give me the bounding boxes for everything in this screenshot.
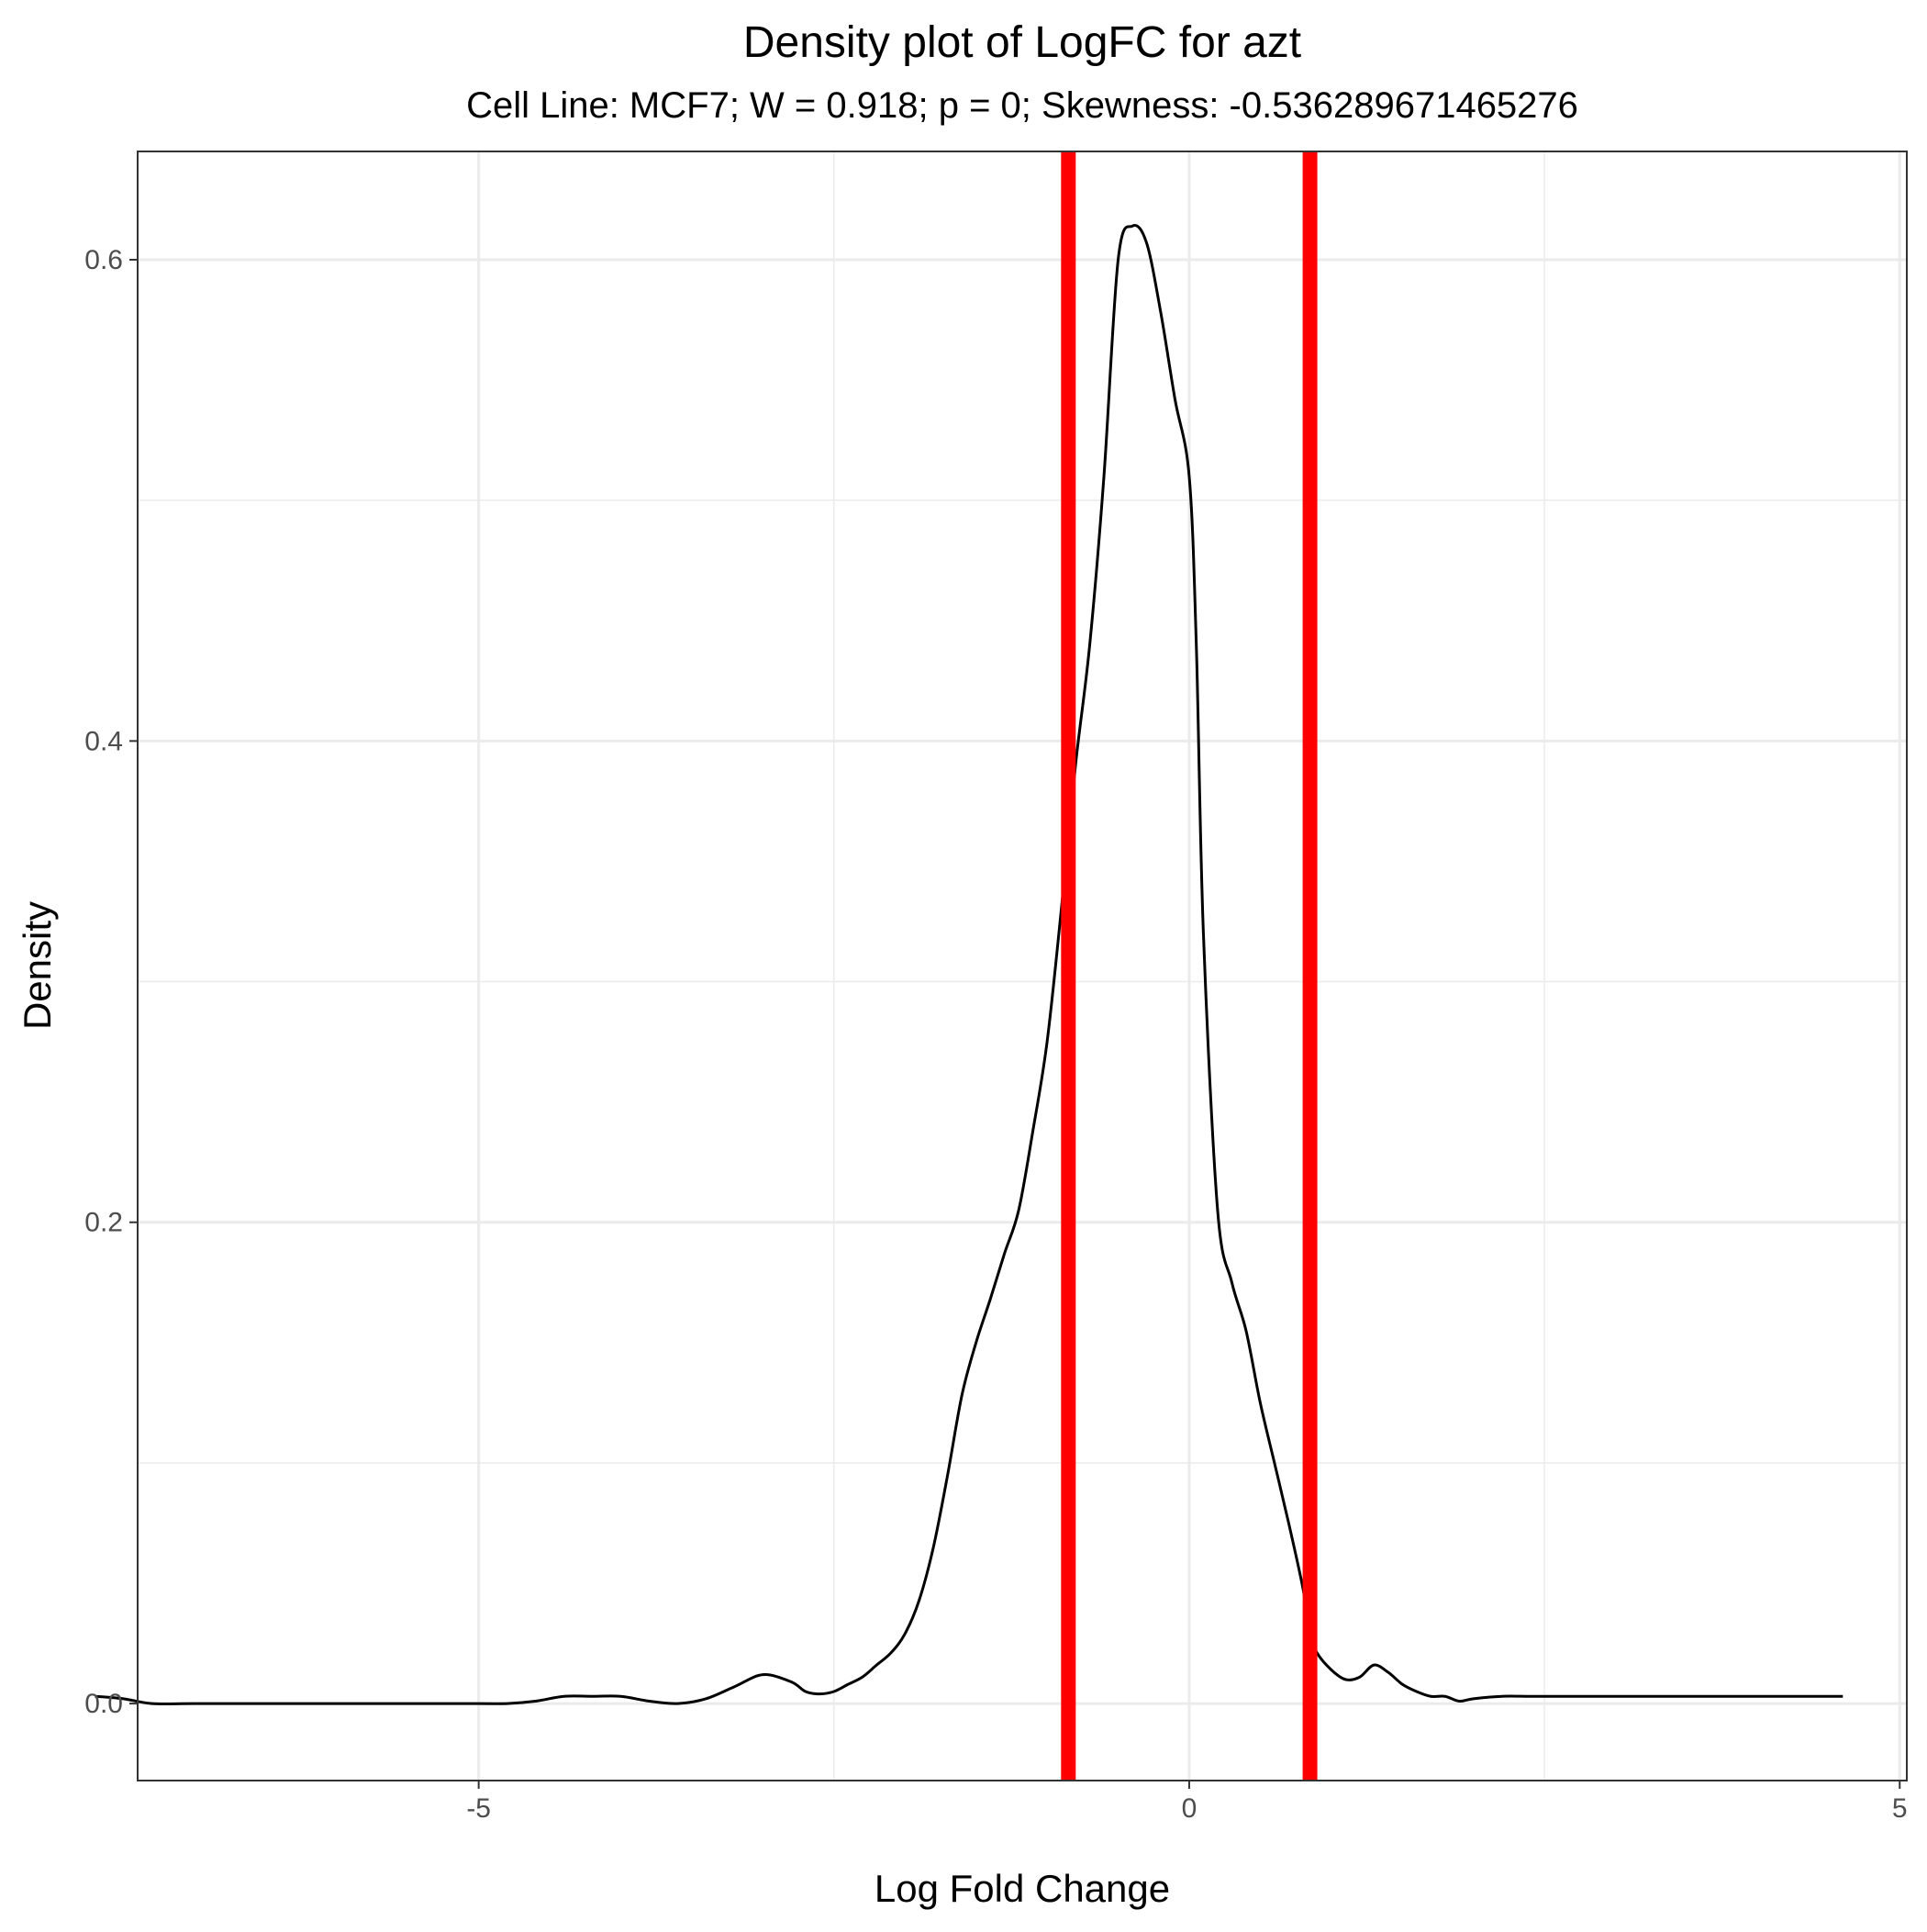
grid-layer	[138, 151, 1907, 1781]
data-layer	[95, 151, 1843, 1781]
x-axis-title: Log Fold Change	[874, 1867, 1170, 1910]
y-axis-title: Density	[16, 901, 59, 1030]
chart-subtitle: Cell Line: MCF7; W = 0.918; p = 0; Skewn…	[466, 85, 1578, 126]
y-tick-label: 0.6	[84, 245, 123, 275]
y-tick-label: 0.2	[84, 1208, 123, 1238]
panel-border	[137, 151, 1908, 1781]
x-tick-label: -5	[466, 1793, 491, 1824]
x-tick-label: 5	[1892, 1793, 1908, 1824]
axes-layer: -5 0 5 0.0 0.2 0.4 0.6	[84, 245, 1907, 1824]
chart-title: Density plot of LogFC for azt	[743, 18, 1301, 67]
y-tick-label: 0.4	[84, 726, 123, 756]
x-tick-label: 0	[1182, 1793, 1197, 1824]
y-tick-label: 0.0	[84, 1689, 123, 1719]
density-curve	[95, 224, 1843, 1705]
